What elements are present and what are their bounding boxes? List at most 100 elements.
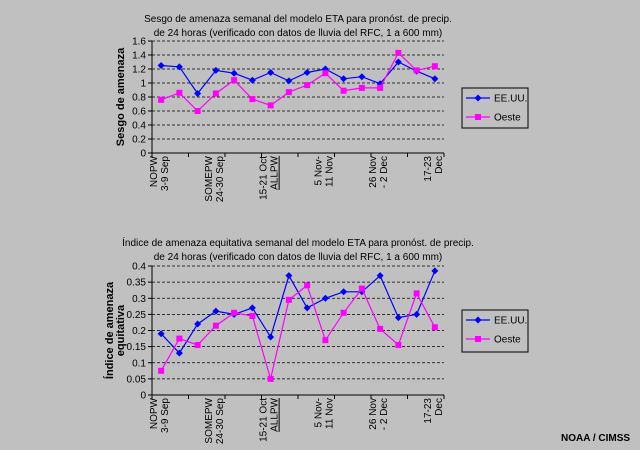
y-tick-label: 1.2	[132, 65, 146, 76]
data-point	[157, 62, 165, 69]
x-tick-label: Dec	[434, 398, 445, 416]
data-point	[358, 73, 366, 81]
x-tick-label: ALLPW	[270, 155, 281, 189]
y-tick-label: 0.4	[132, 121, 146, 132]
x-tick-label: 24-30 Sep	[215, 156, 226, 203]
y-tick-label: 0	[140, 391, 146, 402]
data-point	[304, 282, 311, 289]
legend-marker	[474, 316, 482, 324]
data-point	[249, 96, 256, 103]
data-point	[377, 84, 384, 91]
data-point	[212, 66, 220, 74]
legend-label: Oeste	[494, 335, 521, 346]
data-point	[304, 82, 311, 89]
chart-title: Sesgo de amenaza semanal del modelo ETA …	[144, 14, 452, 25]
data-point	[340, 309, 347, 316]
legend-marker	[474, 94, 482, 102]
x-tick-label: 24-30 Sep	[215, 398, 226, 445]
legend: EE.UU. Oeste	[461, 309, 529, 353]
y-tick-label: 0.2	[132, 326, 146, 337]
y-axis-label: equitativa	[115, 304, 127, 356]
data-point	[175, 349, 183, 357]
legend-label: Oeste	[494, 113, 521, 124]
data-point	[322, 337, 329, 344]
chart-subtitle: de 24 horas (verificado con datos de llu…	[154, 28, 442, 39]
y-tick-label: 0.05	[127, 374, 147, 385]
y-tick-label: 0.3	[132, 294, 146, 305]
chart-subtitle: de 24 horas (verificado con datos de llu…	[154, 252, 442, 263]
data-point	[285, 89, 292, 96]
data-point	[413, 67, 420, 74]
x-tick-label: 5 Nov-	[313, 398, 324, 427]
data-point	[158, 367, 165, 374]
data-point	[395, 342, 402, 349]
data-point	[377, 325, 384, 332]
data-point	[194, 342, 201, 349]
data-point	[358, 285, 365, 292]
data-point	[321, 294, 329, 302]
x-tick-label: 15-21 Oct	[259, 398, 270, 442]
x-tick-label: 17-23	[423, 398, 434, 424]
data-point	[394, 314, 402, 322]
data-point	[158, 96, 165, 103]
data-point	[267, 375, 274, 382]
x-tick-label: 17-23	[423, 156, 434, 182]
y-tick-label: 0	[140, 149, 146, 160]
y-tick-label: 0.6	[132, 107, 146, 118]
x-tick-label: 3-9 Sep	[160, 398, 171, 433]
y-tick-label: 0.8	[132, 93, 146, 104]
data-point	[248, 304, 256, 312]
data-point	[340, 87, 347, 94]
legend-label: EE.UU.	[494, 94, 527, 105]
y-tick-label: 0.15	[127, 342, 147, 353]
data-point	[285, 77, 293, 85]
x-tick-label: NOPW	[149, 155, 160, 187]
data-point	[249, 312, 256, 319]
data-point	[194, 108, 201, 114]
x-tick-label: 15-21 Oct	[259, 156, 270, 200]
y-axis-label: Índice de amenaza	[103, 281, 116, 379]
legend-box	[461, 87, 529, 129]
x-tick-label: ALLPW	[270, 397, 281, 431]
data-point	[340, 75, 348, 83]
credit-label: NOAA / CIMSS	[561, 433, 631, 444]
x-tick-label: 26 Nov	[368, 398, 379, 430]
y-tick-label: 1	[140, 79, 146, 90]
data-point	[230, 69, 238, 77]
y-tick-label: 0.25	[127, 310, 147, 321]
data-point	[285, 296, 292, 303]
x-tick-label: - 2 Dec	[379, 398, 390, 430]
y-axis-label: Sesgo de amenaza	[115, 47, 127, 146]
data-point	[212, 90, 219, 97]
data-point	[194, 320, 202, 328]
data-point	[248, 76, 256, 84]
series-line-1	[160, 270, 436, 355]
data-point	[157, 330, 165, 338]
x-tick-label: SOMEPW	[204, 155, 215, 201]
data-point	[340, 288, 348, 296]
data-point	[376, 272, 384, 280]
legend-label: EE.UU.	[494, 316, 527, 327]
legend-box	[461, 309, 529, 353]
data-point	[212, 322, 219, 329]
data-point	[212, 307, 220, 315]
legend-marker	[475, 114, 481, 120]
x-tick-label: 11 Nov	[324, 156, 335, 187]
data-point	[303, 304, 311, 312]
data-point	[431, 75, 439, 83]
series-line-2	[160, 284, 436, 382]
data-point	[176, 89, 183, 96]
x-tick-label: Dec	[434, 156, 445, 174]
data-point	[303, 69, 311, 76]
x-tick-label: NOPW	[149, 397, 160, 429]
chart-2: Índice de amenaza equitativa semanal del…	[103, 236, 529, 445]
data-point	[431, 324, 438, 331]
x-tick-label: 5 Nov-	[313, 156, 324, 185]
data-point	[322, 70, 329, 77]
y-tick-label: 0.2	[132, 135, 146, 146]
data-point	[431, 63, 438, 70]
data-point	[231, 77, 238, 84]
x-tick-label: 3-9 Sep	[160, 156, 171, 191]
data-point	[175, 63, 183, 71]
